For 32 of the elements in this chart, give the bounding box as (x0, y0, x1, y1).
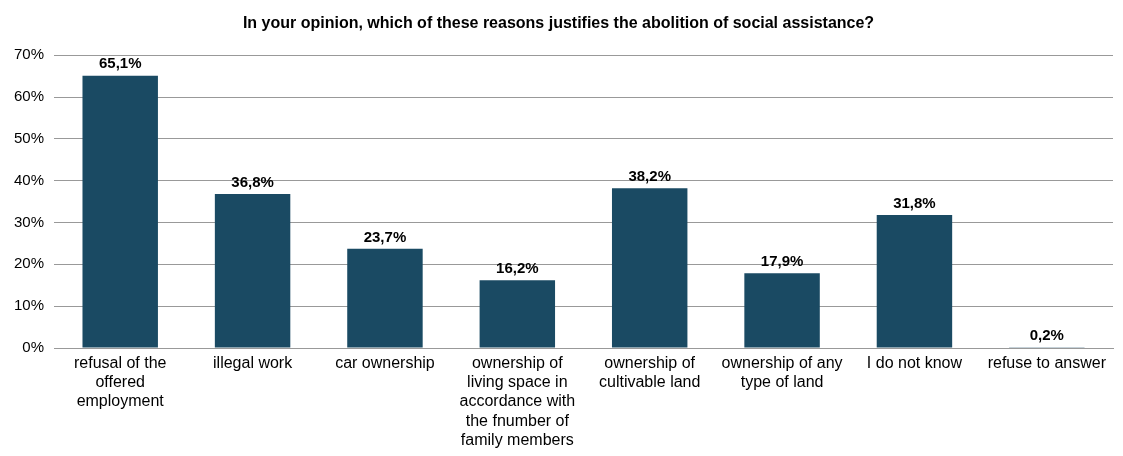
bar (82, 75, 158, 348)
bar (214, 194, 291, 348)
x-tick-label: refuse to answer (987, 354, 1107, 372)
x-tick-label: I do not know (866, 354, 963, 372)
bar (611, 188, 688, 348)
data-label: 65,1% (98, 54, 142, 72)
data-label: 31,8% (893, 193, 936, 211)
y-tick-label: 10% (13, 296, 45, 314)
data-label: 0,2% (1029, 325, 1064, 343)
y-tick-label: 40% (13, 170, 45, 188)
x-tick-label: refusal of the offered employment (73, 354, 167, 410)
data-label: 38,2% (628, 166, 671, 184)
x-tick-label: illegal work (213, 354, 294, 372)
x-tick-label: ownership of any type of land (721, 354, 843, 391)
bar (347, 248, 423, 348)
bar (876, 214, 953, 348)
chart-title: In your opinion, which of these reasons justifies the abolition of social assistance? (242, 14, 875, 32)
data-label: 23,7% (363, 227, 407, 245)
x-tick-label: ownership of living space in accordance with the fnumber of family members (459, 354, 576, 448)
y-tick-label: 0% (22, 338, 45, 356)
data-label: 36,8% (231, 172, 274, 190)
bar (479, 280, 556, 348)
y-tick-label: 70% (13, 45, 45, 63)
x-tick-label: car ownership (335, 354, 435, 372)
bar (744, 273, 820, 348)
y-tick-label: 50% (13, 129, 45, 146)
y-tick-label: 60% (13, 87, 45, 105)
y-tick-label: 20% (13, 254, 45, 272)
data-label: 17,9% (760, 251, 804, 269)
x-tick-label: ownership of cultivable land (598, 354, 701, 391)
data-label: 16,2% (496, 258, 539, 276)
y-tick-label: 30% (13, 212, 45, 230)
